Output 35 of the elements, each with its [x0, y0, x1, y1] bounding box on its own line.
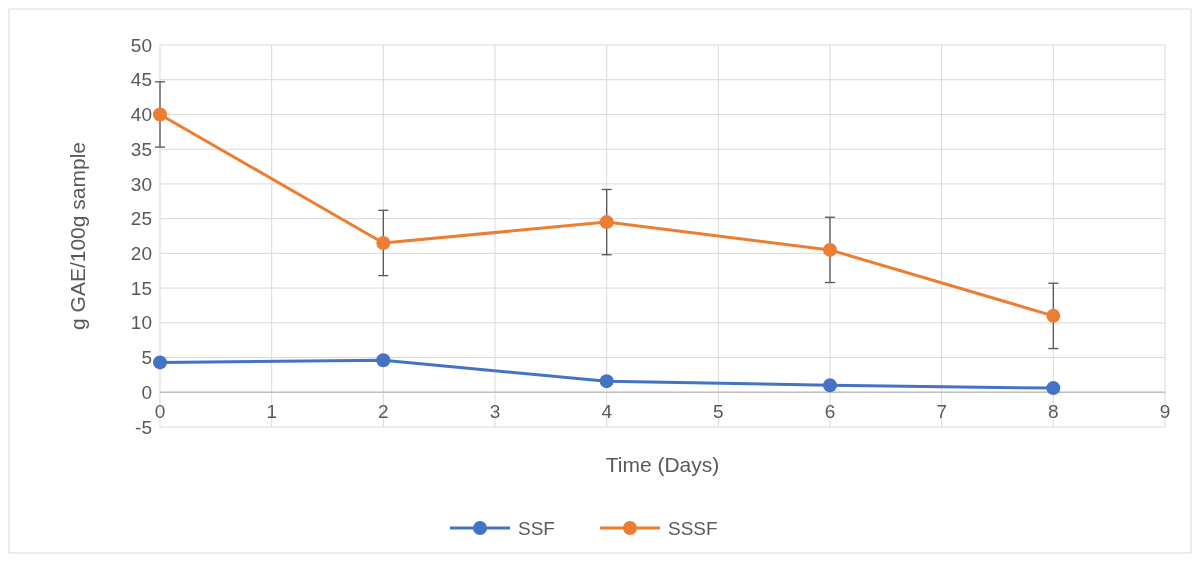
y-tick-label: 50 — [130, 34, 152, 56]
legend-label: SSSF — [668, 517, 718, 539]
point — [823, 378, 837, 393]
y-tick-label: 5 — [141, 347, 152, 369]
y-axis-title: g GAE/100g sample — [66, 142, 89, 330]
x-tick-label: 9 — [1159, 401, 1171, 423]
y-tick-label: 40 — [130, 104, 152, 126]
point — [1046, 381, 1061, 396]
y-tick-label: 15 — [130, 277, 152, 299]
point — [599, 215, 614, 230]
y-tick-label: 10 — [130, 312, 152, 334]
x-axis-title: Time (Days) — [605, 453, 720, 476]
x-tick-label: 1 — [266, 401, 277, 423]
point — [153, 107, 167, 122]
y-tick-label: 0 — [141, 381, 152, 403]
point — [1046, 308, 1061, 323]
point — [823, 242, 837, 257]
y-tick-label: -5 — [135, 416, 152, 438]
x-tick-label: 8 — [1048, 401, 1059, 423]
x-tick-label: 3 — [489, 401, 501, 423]
legend-label: SSF — [518, 517, 555, 539]
point — [376, 353, 391, 368]
y-tick-label: 25 — [130, 208, 152, 230]
y-tick-label: 35 — [130, 138, 152, 160]
y-tick-label: 30 — [130, 173, 152, 195]
point — [599, 374, 614, 389]
point — [376, 235, 391, 250]
x-tick-label: 7 — [936, 401, 947, 423]
y-tick-label: 20 — [130, 243, 152, 265]
x-tick-label: 5 — [713, 401, 724, 423]
y-tick-label: 45 — [130, 69, 152, 91]
x-tick-label: 2 — [378, 401, 389, 423]
point — [153, 355, 167, 370]
x-tick-label: 4 — [601, 401, 613, 423]
x-tick-label: 6 — [824, 401, 836, 423]
